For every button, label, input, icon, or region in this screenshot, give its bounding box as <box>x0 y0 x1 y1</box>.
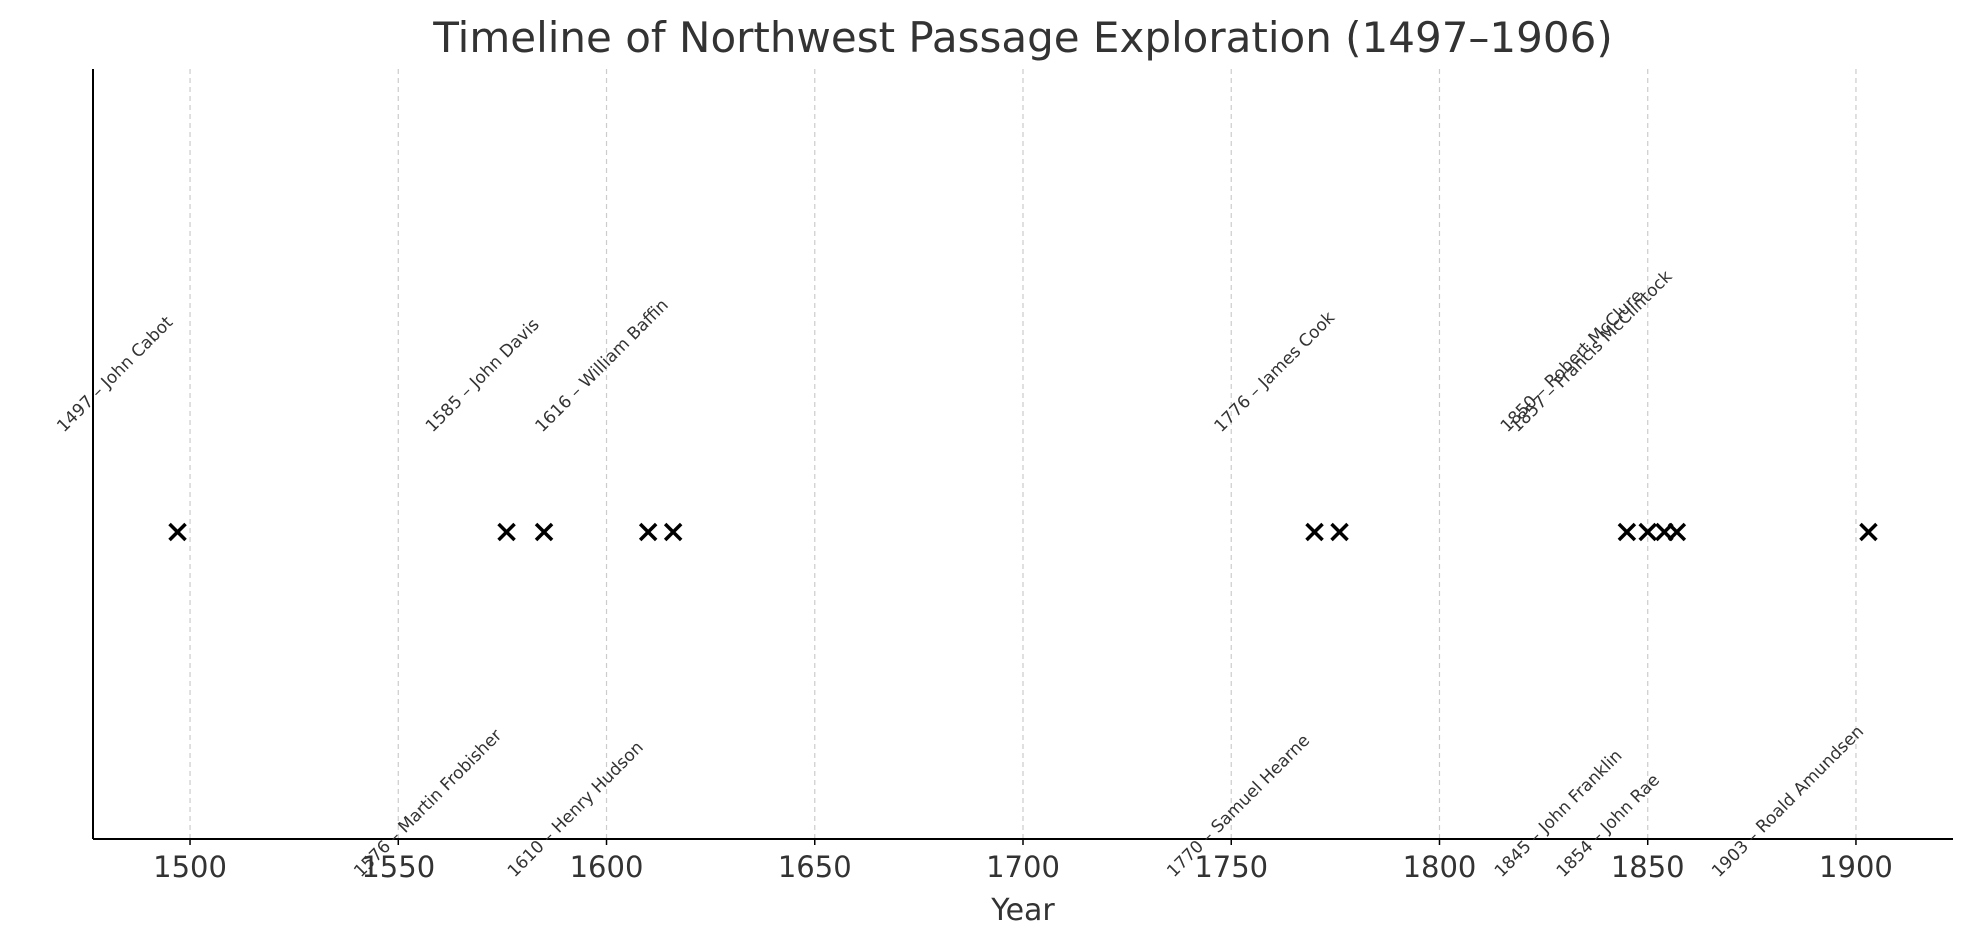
x-tick-label: 1850 <box>1611 850 1685 884</box>
marker <box>534 522 554 542</box>
marker <box>1859 522 1878 542</box>
x-tick-label: 1600 <box>570 850 644 884</box>
marker <box>663 522 683 542</box>
marker <box>1638 522 1657 542</box>
x-tick-label: 1700 <box>986 850 1060 884</box>
x-tick-label: 1650 <box>778 850 852 884</box>
marker <box>1667 522 1687 542</box>
event-label: 1616 – William Baffin <box>532 295 673 436</box>
x-tick-label: 1500 <box>153 850 227 884</box>
marker <box>1617 522 1637 542</box>
marker <box>1330 522 1349 542</box>
marker <box>497 522 516 542</box>
x-axis-label: Year <box>990 893 1055 928</box>
marker <box>168 522 187 542</box>
x-tick-label: 1750 <box>1194 850 1268 884</box>
event-label: 1776 – James Cook <box>1211 308 1340 437</box>
event-label: 1857 – Francis McClintock <box>1507 267 1677 437</box>
chart-title: Timeline of Northwest Passage Exploratio… <box>432 13 1612 62</box>
marker <box>638 522 658 542</box>
marker <box>1305 522 1324 542</box>
x-tick-label: 1800 <box>1403 850 1477 884</box>
x-tick-label: 1550 <box>361 850 435 884</box>
event-label: 1497 – John Cabot <box>53 312 177 436</box>
event-label: 1585 – John Davis <box>422 315 544 437</box>
x-tick-label: 1900 <box>1819 850 1893 884</box>
